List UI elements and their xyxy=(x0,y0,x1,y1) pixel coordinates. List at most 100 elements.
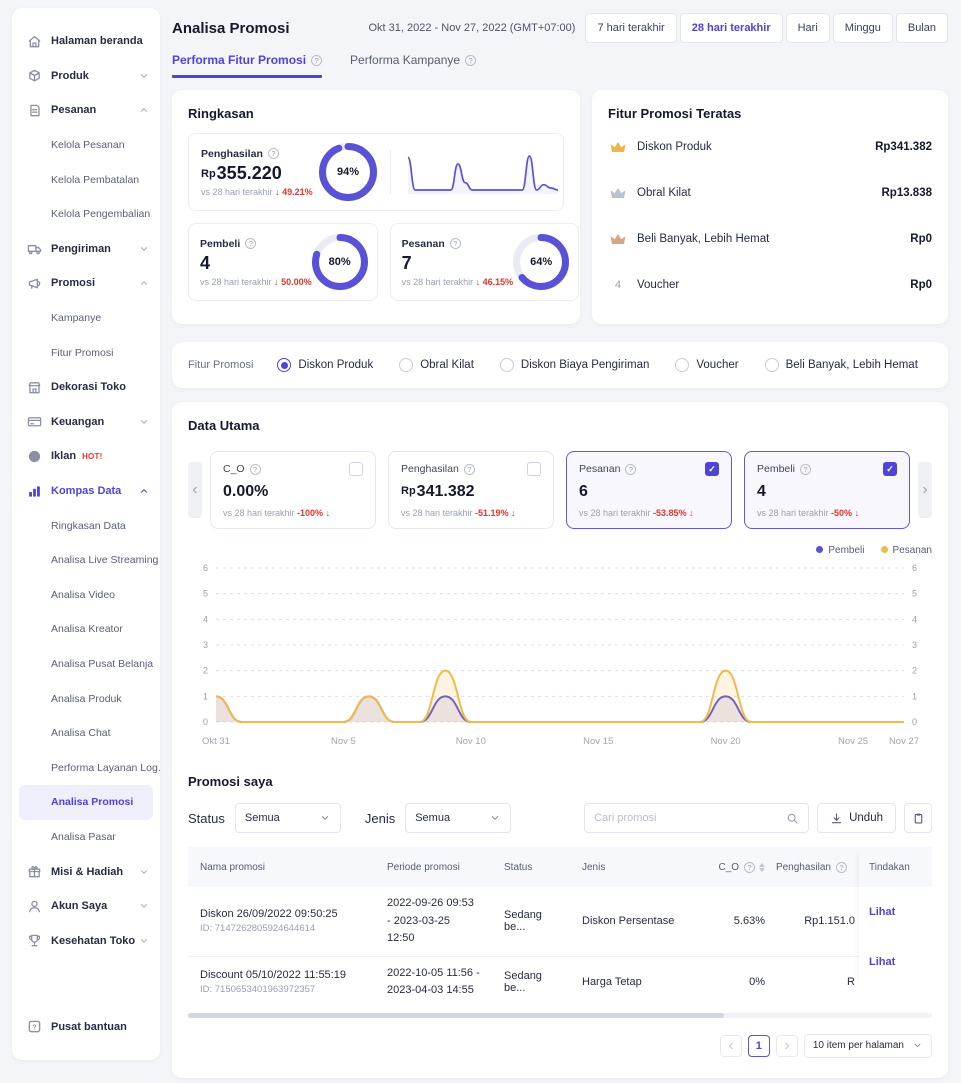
chevron-down-icon xyxy=(138,935,150,947)
chevron-down-icon xyxy=(912,1040,923,1051)
svg-text:5: 5 xyxy=(203,589,208,599)
metric-card-c-o[interactable]: C_O0.00%vs 28 hari terakhir -100% ↓ xyxy=(210,451,376,529)
line-chart: 0 0 1 1 2 2 3 3 4 4 5 5 6 6 Okt 31 Nov 5 Nov 10 Nov 15 Nov… xyxy=(188,556,932,752)
pembeli-change: ↓ 50.00% xyxy=(274,276,312,287)
sidebar-subitem-analisa-promosi[interactable]: Analisa Promosi xyxy=(19,785,153,820)
date-range-label: Okt 31, 2022 - Nov 27, 2022 (GMT+07:00) xyxy=(368,22,576,34)
chevron-down-icon xyxy=(138,416,150,428)
info-icon[interactable] xyxy=(267,148,279,159)
sidebar-subitem-analisa-kreator[interactable]: Analisa Kreator xyxy=(51,623,123,636)
sidebar-footer: ? Pusat bantuan xyxy=(12,1009,160,1044)
status-select[interactable]: Semua xyxy=(234,803,341,833)
range-button-7-hari-terakhir[interactable]: 7 hari terakhir xyxy=(585,13,677,43)
sidebar-subitem-fitur-promosi[interactable]: Fitur Promosi xyxy=(51,346,114,359)
sidebar-item-dekorasi-toko[interactable]: Dekorasi Toko xyxy=(12,370,160,405)
info-icon[interactable] xyxy=(245,238,257,249)
sidebar-subitem-kelola-pesanan[interactable]: Kelola Pesanan xyxy=(51,139,125,152)
metric-card-pesanan[interactable]: Pesanan6vs 28 hari terakhir -53.85% ↓ xyxy=(566,451,732,529)
sidebar-item-misi-hadiah[interactable]: Misi & Hadiah xyxy=(12,854,160,889)
legend-item-pesanan[interactable]: Pesanan xyxy=(880,545,932,556)
sidebar-item-kompas-data[interactable]: Kompas Data xyxy=(12,474,160,509)
sidebar-item-pengiriman[interactable]: Pengiriman xyxy=(12,232,160,267)
pagination-page-1[interactable]: 1 xyxy=(747,1034,770,1057)
crown-silver-icon xyxy=(608,186,628,200)
metric-checkbox[interactable] xyxy=(705,462,719,476)
metric-checkbox[interactable] xyxy=(349,462,363,476)
sidebar-subitem-analisa-pusat-belanja[interactable]: Analisa Pusat Belanja xyxy=(51,657,154,670)
range-button-hari[interactable]: Hari xyxy=(785,13,830,43)
metrics-scroll-right-button[interactable] xyxy=(918,462,932,518)
chevron-up-icon xyxy=(138,277,150,289)
info-icon xyxy=(799,463,811,475)
sidebar-item-produk[interactable]: Produk xyxy=(12,59,160,94)
sidebar-item-halaman-beranda[interactable]: Halaman beranda xyxy=(12,24,160,59)
sidebar-item-pesanan[interactable]: Pesanan xyxy=(12,93,160,128)
chart-legend: Pembeli Pesanan xyxy=(188,545,932,556)
sidebar-item-keuangan[interactable]: Keuangan xyxy=(12,405,160,440)
sidebar-item-promosi[interactable]: Promosi xyxy=(12,266,160,301)
sidebar-subitem-analisa-chat[interactable]: Analisa Chat xyxy=(51,727,111,740)
column-header-c-o[interactable]: C_O xyxy=(702,861,777,873)
sidebar-subitem-ringkasan-data[interactable]: Ringkasan Data xyxy=(51,519,126,532)
sidebar-item-akun-saya[interactable]: Akun Saya xyxy=(12,889,160,924)
horizontal-scrollbar-thumb[interactable] xyxy=(188,1012,724,1018)
sidebar-subitem-analisa-video[interactable]: Analisa Video xyxy=(51,588,116,601)
radio-diskon-produk[interactable]: Diskon Produk xyxy=(277,358,373,372)
truck-icon xyxy=(27,241,42,256)
legend-item-pembeli[interactable]: Pembeli xyxy=(816,545,865,556)
radio-voucher[interactable]: Voucher xyxy=(675,358,739,372)
radio-obral-kilat[interactable]: Obral Kilat xyxy=(399,358,474,372)
penghasilan-donut: 94% xyxy=(319,143,377,201)
sidebar-subitem-analisa-produk[interactable]: Analisa Produk xyxy=(51,692,122,705)
info-icon[interactable] xyxy=(449,238,461,249)
chevron-up-icon xyxy=(138,104,150,116)
table-body: Diskon 26/09/2022 09:50:25 ID: 7147262805… xyxy=(188,887,932,1008)
range-button-minggu[interactable]: Minggu xyxy=(832,13,893,43)
ringkasan-card: Ringkasan Penghasilan Rp355.220 vs 28 ha… xyxy=(172,90,580,324)
radio-diskon-biaya-pengiriman[interactable]: Diskon Biaya Pengiriman xyxy=(499,358,649,372)
sidebar-subitem-analisa-live-streaming[interactable]: Analisa Live Streaming xyxy=(51,554,159,567)
svg-text:5: 5 xyxy=(912,589,917,599)
metric-checkbox[interactable] xyxy=(883,462,897,476)
info-icon xyxy=(249,463,261,475)
pagination-prev-button[interactable] xyxy=(719,1034,742,1057)
tab-performa-kampanye[interactable]: Performa Kampanye xyxy=(350,53,477,78)
pagination-next-button[interactable] xyxy=(775,1034,798,1057)
metric-checkbox[interactable] xyxy=(527,462,541,476)
radio-beli-banyak-lebih-hemat[interactable]: Beli Banyak, Lebih Hemat xyxy=(764,358,918,372)
sidebar-item-pusat-bantuan[interactable]: ? Pusat bantuan xyxy=(12,1009,160,1044)
crown-bronze-icon xyxy=(608,232,628,246)
sidebar-item-iklan[interactable]: AD Iklan HOT! xyxy=(12,439,160,474)
info-icon xyxy=(744,861,755,873)
download-button[interactable]: Unduh xyxy=(817,803,896,833)
sidebar-subitem-kelola-pembatalan[interactable]: Kelola Pembatalan xyxy=(51,173,140,186)
jenis-select[interactable]: Semua xyxy=(405,803,512,833)
sidebar-subitem-kampanye[interactable]: Kampanye xyxy=(51,312,102,325)
sidebar-subitem-kelola-pengembalian[interactable]: Kelola Pengembalian xyxy=(51,208,151,221)
sidebar-subitem-performa-layanan-log-[interactable]: Performa Layanan Log... xyxy=(51,761,160,774)
range-button-28-hari-terakhir[interactable]: 28 hari terakhir xyxy=(679,13,783,43)
sidebar-item-kesehatan-toko[interactable]: Kesehatan Toko xyxy=(12,923,160,958)
lihat-link[interactable]: Lihat xyxy=(869,956,896,968)
metrics-scroll-left-button[interactable] xyxy=(188,462,202,518)
clipboard-button[interactable] xyxy=(904,803,932,833)
lihat-link[interactable]: Lihat xyxy=(869,906,896,918)
sidebar-subitem-analisa-pasar[interactable]: Analisa Pasar xyxy=(51,830,116,843)
tab-performa-fitur-promosi[interactable]: Performa Fitur Promosi xyxy=(172,53,323,78)
svg-text:3: 3 xyxy=(912,640,917,650)
chevron-down-icon xyxy=(138,900,150,912)
per-page-select[interactable]: 10 item per halaman xyxy=(803,1033,932,1058)
range-button-bulan[interactable]: Bulan xyxy=(895,13,948,43)
page-title: Analisa Promosi xyxy=(172,19,290,37)
sort-icon[interactable] xyxy=(759,862,765,872)
svg-text:4: 4 xyxy=(912,614,917,624)
pesanan-change: ↓ 46.15% xyxy=(475,276,514,287)
penghasilan-change: ↓ 49.21% xyxy=(275,186,313,197)
promosi-table: Nama promosi Periode promosi Status Jenis C_… xyxy=(188,847,932,1008)
search-input[interactable] xyxy=(594,812,787,824)
search-icon[interactable] xyxy=(786,812,799,825)
metric-card-pembeli[interactable]: Pembeli4vs 28 hari terakhir -50% ↓ xyxy=(744,451,910,529)
currency-prefix: Rp xyxy=(201,167,216,180)
chevron-left-icon xyxy=(725,1040,737,1052)
